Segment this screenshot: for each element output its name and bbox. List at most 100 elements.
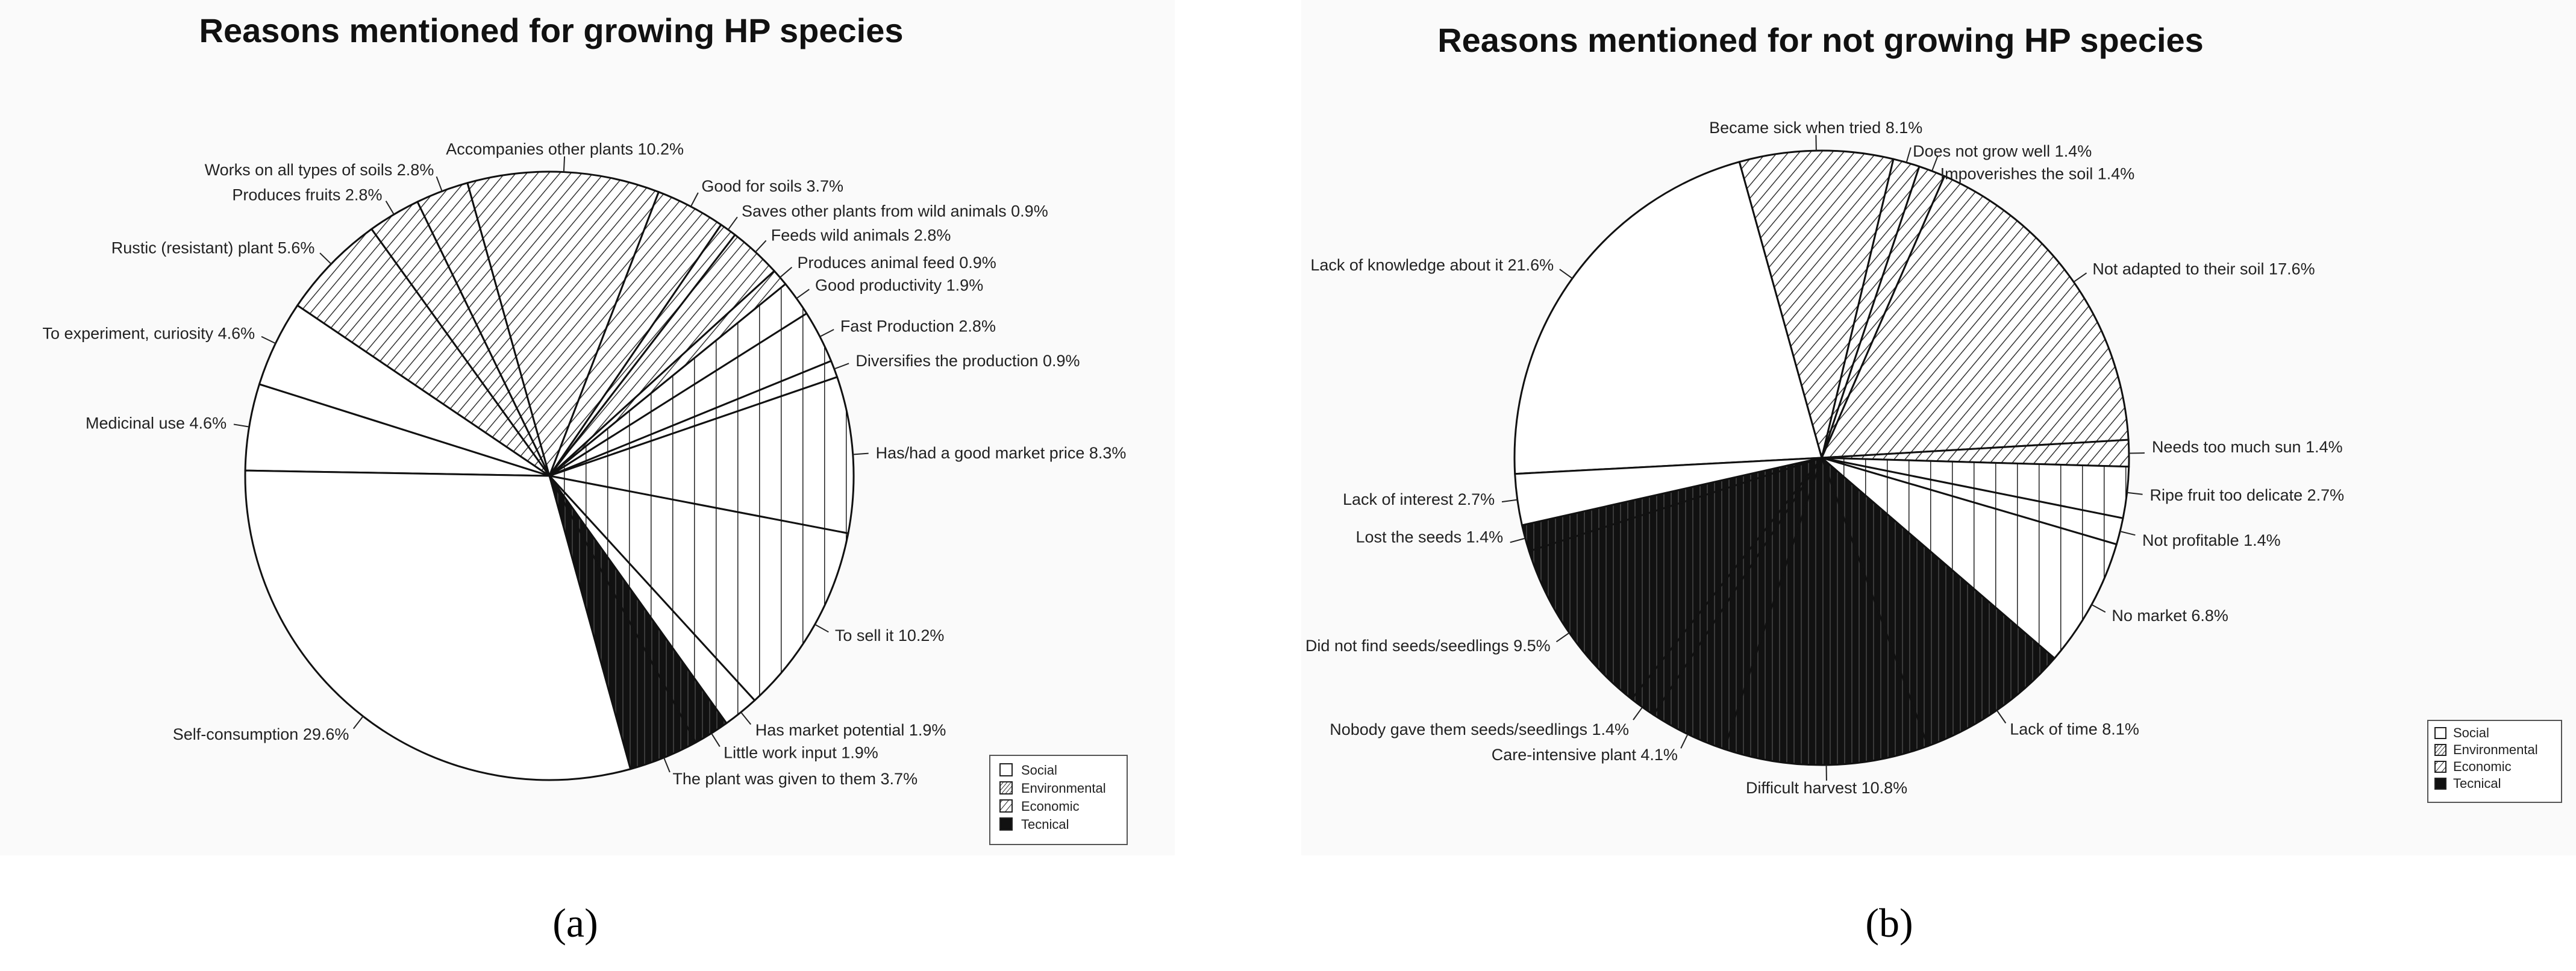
pie-slice-label: The plant was given to them 3.7% [672, 770, 918, 788]
pie-label-tick [1501, 499, 1518, 503]
panel-b: Reasons mentioned for not growing HP spe… [1305, 21, 2562, 946]
pie-label-tick [727, 216, 738, 230]
pie-slice-label: Works on all types of soils 2.8% [205, 161, 434, 179]
pie-slice-label: Produces animal feed 0.9% [798, 254, 996, 272]
legend-a-label-environmental: Environmental [1021, 781, 1106, 796]
pie-slice-label: Little work input 1.9% [724, 744, 878, 762]
pie-label-tick [2091, 604, 2106, 613]
pie-slice-label: Care-intensive plant 4.1% [1492, 746, 1678, 764]
pie-label-tick [261, 336, 276, 344]
legend-a: Social Environmental Economic Tecnical [989, 755, 1128, 845]
pie-label-tick [352, 716, 364, 729]
pie-slice-label: Difficult harvest 10.8% [1746, 779, 1907, 797]
pie-slice [296, 228, 551, 477]
pie-slice-label: Medicinal use 4.6% [86, 414, 227, 432]
pie-label-tick [834, 363, 849, 370]
pie-label-tick [319, 252, 332, 264]
legend-b-swatch-social [2434, 727, 2446, 739]
panel-label-a: (a) [552, 900, 598, 946]
pie-slice-label: Produces fruits 2.8% [232, 186, 382, 204]
pie-label-tick [1559, 269, 1573, 279]
pie-slice-label: Did not find seeds/seedlings 9.5% [1305, 637, 1551, 655]
pie-slice-label: Diversifies the production 0.9% [855, 352, 1080, 370]
chart-title-b: Reasons mentioned for not growing HP spe… [1437, 21, 2204, 59]
pie-label-tick [740, 711, 752, 725]
legend-b-swatch-economic [2434, 761, 2446, 773]
pie-label-tick [1680, 734, 1689, 749]
pie-slice [1513, 161, 1823, 475]
pie-label-tick [819, 329, 834, 337]
pie-label-tick [755, 240, 767, 253]
legend-b-swatch-environmental [2434, 744, 2446, 756]
pie-a [244, 170, 855, 781]
pie-slice-label: Good productivity 1.9% [815, 276, 983, 294]
legend-a-swatch-environmental [999, 781, 1013, 795]
pie-label-tick [663, 757, 671, 773]
pie-label-tick [436, 176, 443, 192]
legend-a-swatch-social [999, 763, 1013, 776]
pie-slice-label: Needs too much sun 1.4% [2152, 438, 2343, 456]
pie-label-tick [233, 423, 249, 428]
pie-slice-label: Does not grow well 1.4% [1913, 142, 2092, 160]
pie-slice [548, 376, 855, 534]
pie-label-tick [1996, 710, 2007, 724]
pie-slice [1528, 457, 1823, 701]
legend-a-label-social: Social [1021, 763, 1057, 778]
pie-label-tick [690, 192, 699, 207]
pie-slice [1514, 457, 1823, 526]
pie-slice-label: Self-consumption 29.6% [173, 725, 349, 743]
legend-b-swatch-tecnical [2434, 778, 2446, 790]
pie-slice-label: Impoverishes the soil 1.4% [1940, 164, 2135, 183]
pie-slice-label: To sell it 10.2% [835, 626, 945, 645]
pie-slice-label: Accompanies other plants 10.2% [446, 140, 684, 158]
pie-slice-label: Rustic (resistant) plant 5.6% [111, 239, 315, 257]
pie-slice-label: Lack of time 8.1% [2010, 720, 2139, 738]
pie-slice-label: Nobody gave them seeds/seedlings 1.4% [1330, 720, 1629, 738]
legend-a-label-economic: Economic [1021, 799, 1080, 814]
pie-slice-label: Good for soils 3.7% [701, 177, 843, 195]
pie-b-labels: Lack of knowledge about it 21.6% Became s… [1305, 119, 2344, 797]
legend-a-swatch-economic [999, 799, 1013, 813]
chart-title-a: Reasons mentioned for growing HP species [199, 11, 904, 49]
pie-label-tick [796, 289, 810, 299]
pie-label-tick [1633, 707, 1643, 720]
pie-label-tick [1905, 147, 1912, 163]
pie-slice-label: Lack of knowledge about it 21.6% [1310, 256, 1554, 274]
legend-a-label-tecnical: Tecnical [1021, 817, 1069, 832]
pie-label-tick [1931, 156, 1939, 172]
pie-a-labels: Medicinal use 4.6% To experiment, curiosi… [43, 140, 1127, 788]
pie-label-tick [852, 452, 869, 455]
pie-slice-label: No market 6.8% [2112, 607, 2228, 625]
pie-b [1513, 149, 2130, 766]
legend-a-swatch-tecnical [999, 817, 1013, 831]
panel-a: Reasons mentioned for growing HP species… [43, 11, 1128, 946]
pie-slice-label: To experiment, curiosity 4.6% [43, 325, 255, 343]
pie-label-tick [780, 266, 793, 278]
pie-slice-label: Has/had a good market price 8.3% [876, 444, 1127, 462]
pie-label-tick [814, 623, 829, 633]
legend-b-label-social: Social [2453, 725, 2489, 740]
legend-b-label-tecnical: Tecnical [2453, 776, 2501, 791]
pie-label-tick [385, 201, 395, 215]
panel-label-b: (b) [1865, 900, 1913, 946]
legend-b: Social Environmental Economic Tecnical [2427, 720, 2562, 803]
pie-slice-label: Lost the seeds 1.4% [1355, 528, 1503, 546]
pie-slice-label: Fast Production 2.8% [840, 317, 996, 336]
pie-slice-label: Not adapted to their soil 17.6% [2092, 260, 2315, 278]
legend-b-label-environmental: Environmental [2453, 742, 2538, 757]
pie-slice [1821, 457, 2118, 660]
pie-slice [1723, 457, 1929, 766]
legend-b-frame [2427, 720, 2562, 803]
pie-slice-label: Feeds wild animals 2.8% [771, 226, 951, 244]
legend-b-label-economic: Economic [2453, 759, 2512, 774]
pie-label-tick [1510, 537, 1526, 543]
pie-slice-label: Lack of interest 2.7% [1343, 490, 1495, 508]
pie-label-tick [2127, 492, 2143, 495]
pie-label-tick [2119, 531, 2136, 536]
pie-label-tick [711, 732, 721, 747]
pie-label-tick [1555, 632, 1570, 643]
pie-label-tick [2073, 272, 2087, 283]
pie-slice [244, 469, 632, 781]
pie-slice-label: Saves other plants from wild animals 0.9… [742, 202, 1048, 220]
